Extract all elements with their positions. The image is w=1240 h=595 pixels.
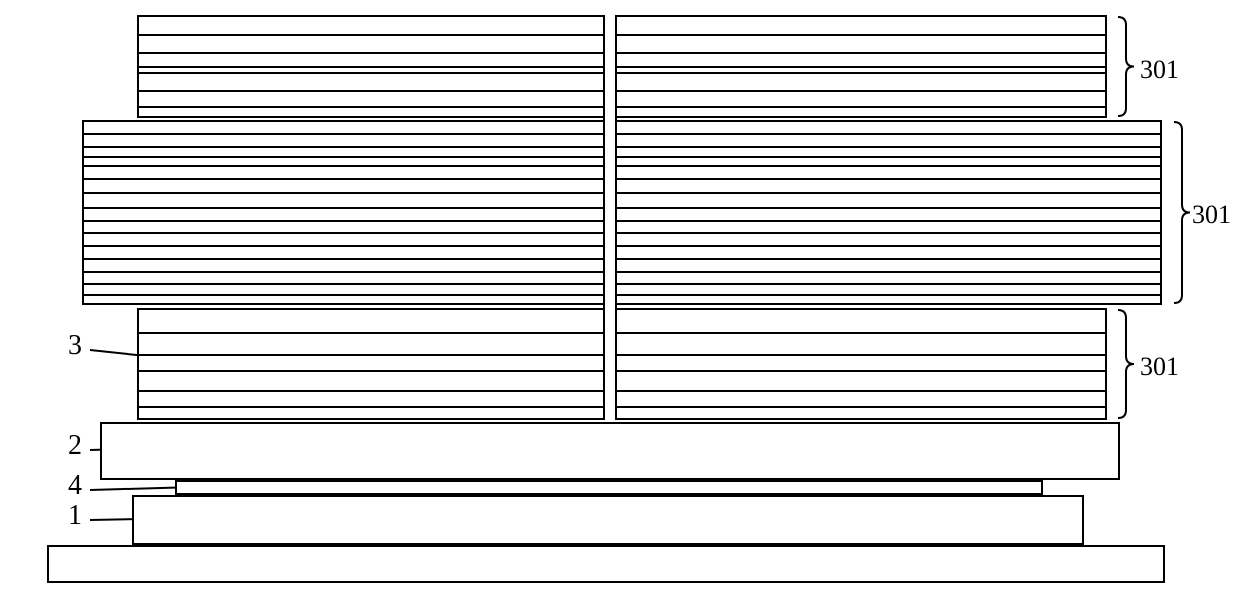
slat-line (82, 165, 1162, 167)
slat-line (137, 354, 1107, 356)
slat-line (82, 232, 1162, 234)
slat-line (137, 370, 1107, 372)
layer-2 (100, 422, 1120, 480)
slat-line (82, 294, 1162, 296)
slat-line (82, 156, 1162, 158)
base-mid (132, 495, 1084, 545)
slat-line (137, 34, 1107, 36)
label-3: 3 (68, 330, 82, 362)
slat-line (82, 220, 1162, 222)
stack-top-label: 301 (1140, 55, 1179, 85)
label-1: 1 (68, 500, 82, 532)
slat-line (82, 207, 1162, 209)
slat-line (82, 133, 1162, 135)
slat-line (137, 390, 1107, 392)
slat-line (137, 90, 1107, 92)
label-4: 4 (68, 470, 82, 502)
slat-line (137, 106, 1107, 108)
slat-line (82, 178, 1162, 180)
slat-line (137, 406, 1107, 408)
stack-lower (137, 308, 1107, 420)
base-bottom (47, 545, 1165, 583)
layer-4 (175, 480, 1043, 495)
slat-line (137, 332, 1107, 334)
label-2: 2 (68, 430, 82, 462)
slat-line (82, 192, 1162, 194)
slat-line (82, 271, 1162, 273)
slat-line (82, 283, 1162, 285)
slat-line (137, 52, 1107, 54)
center-divider (603, 15, 617, 420)
stack-lower-label: 301 (1140, 352, 1179, 382)
slat-line (82, 146, 1162, 148)
slat-line (137, 66, 1107, 68)
slat-line (82, 245, 1162, 247)
stack-middle-label: 301 (1192, 200, 1231, 230)
slat-line (82, 258, 1162, 260)
slat-line (137, 72, 1107, 74)
diagram-stage: 301 301 301 3 2 41 (0, 0, 1240, 595)
